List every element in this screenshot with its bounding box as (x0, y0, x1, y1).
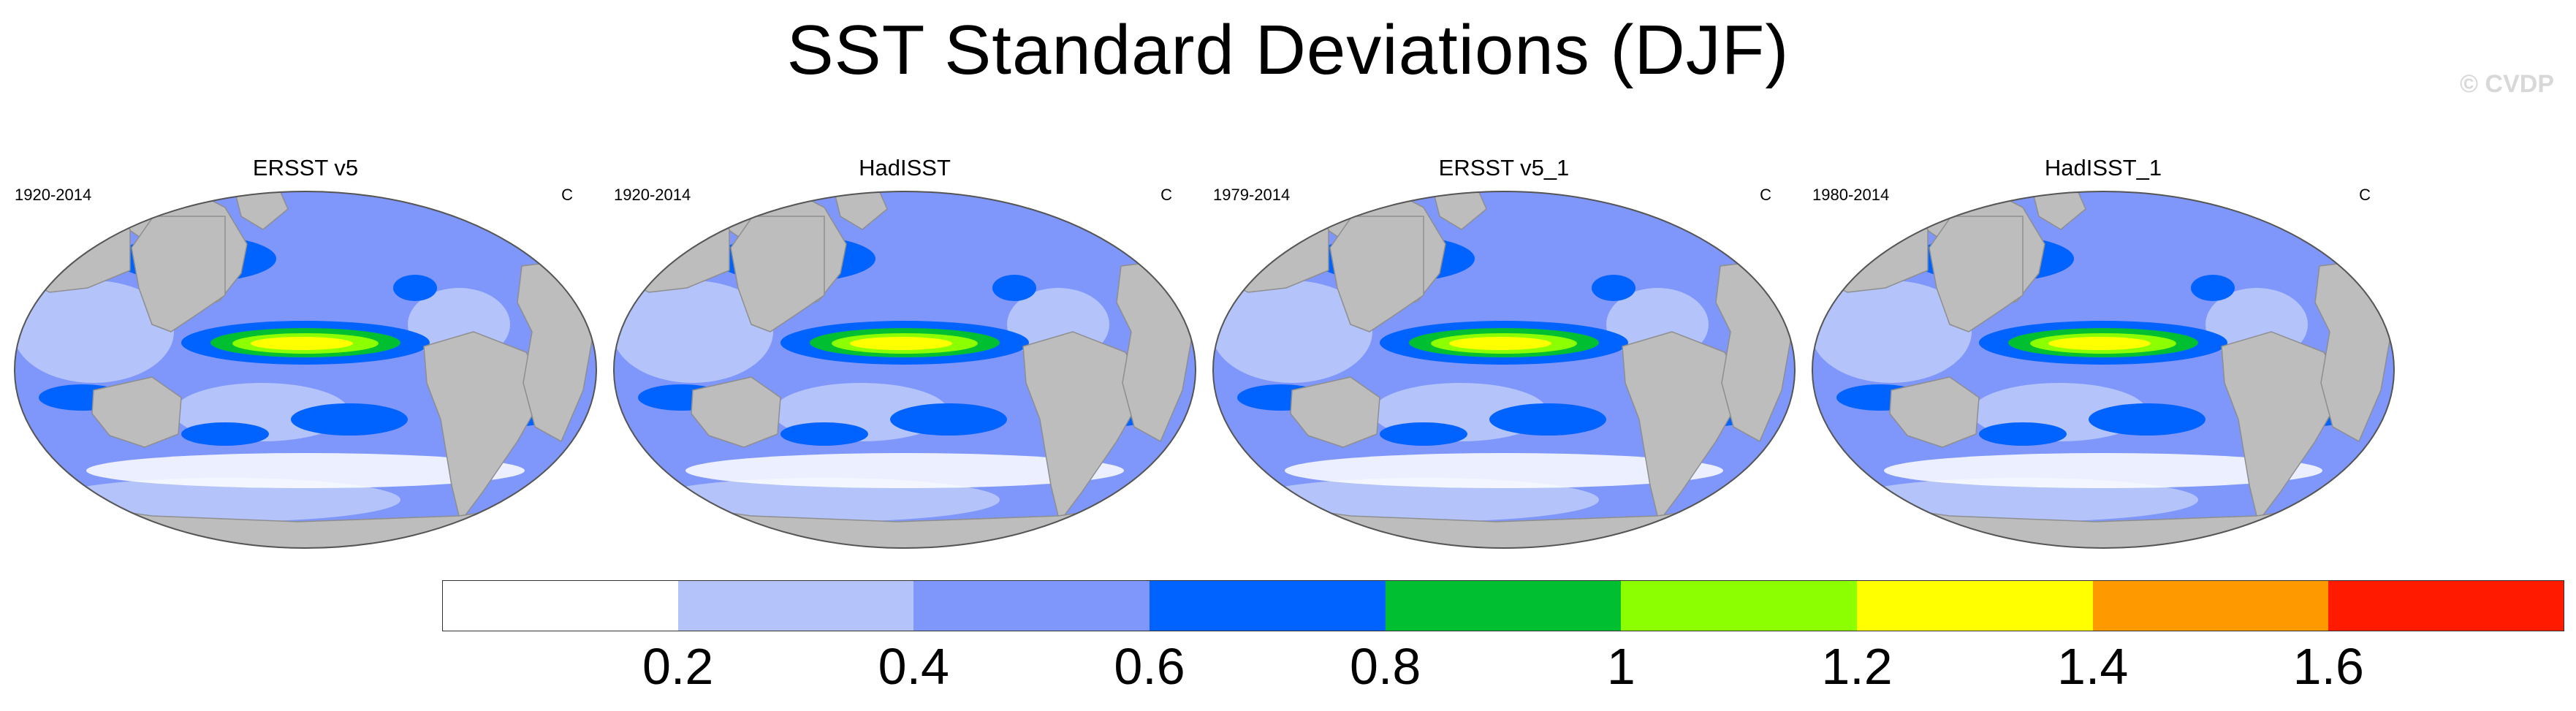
panel-years: 1980-2014 (1812, 186, 1890, 204)
panel-years: 1920-2014 (15, 186, 92, 204)
sst-contour (890, 403, 1007, 436)
panel-unit: C (1160, 186, 1172, 204)
sst-contour (850, 337, 952, 350)
sst-contour (1380, 422, 1467, 446)
land-south-america (423, 331, 547, 523)
sst-contour (780, 422, 868, 446)
land-greenland (1432, 191, 1487, 230)
colorbar-segment (442, 580, 679, 631)
map-panel: HadISST_1 1980-2014 C (1804, 151, 2403, 560)
land-europe-asia-east (131, 216, 226, 332)
world-map (613, 191, 1196, 549)
panel-title: HadISST_1 (2044, 155, 2162, 180)
map-border (1812, 191, 2395, 549)
world-map (1812, 191, 2395, 549)
panel-years: 1920-2014 (614, 186, 691, 204)
world-map (1212, 191, 1796, 549)
colorbar-segment (1621, 580, 1858, 631)
sst-contour (1592, 275, 1635, 301)
sea-ice-region (1285, 453, 1723, 488)
land-europe-asia-east (730, 216, 825, 332)
sst-contour (992, 275, 1036, 301)
colorbar-label: 0.2 (642, 638, 714, 695)
land-australia (1290, 376, 1380, 448)
colorbar-label: 0.4 (878, 638, 949, 695)
panel-title: ERSST v5_1 (1438, 155, 1570, 180)
sst-contour (1449, 337, 1551, 350)
colorbar-label: 0.8 (1350, 638, 1421, 695)
sst-contour (1979, 422, 2067, 446)
panel-unit: C (1760, 186, 1771, 204)
sst-contour (2048, 337, 2151, 350)
panel-unit: C (561, 186, 573, 204)
map-border (613, 191, 1196, 549)
sea-ice-region (685, 453, 1124, 488)
sst-contour-low (50, 478, 400, 522)
colorbar-label: 1.4 (2057, 638, 2129, 695)
land-europe-asia-east (1929, 216, 2024, 332)
sst-contour-low (614, 281, 773, 383)
colorbar-segment (2328, 580, 2565, 631)
colorbar-segment (677, 580, 914, 631)
colorbar-label: 1.6 (2292, 638, 2364, 695)
land-greenland (233, 191, 289, 230)
land-europe-asia-east (1329, 216, 1424, 332)
land-australia (1889, 376, 1980, 448)
sea-ice-region (1884, 453, 2322, 488)
colorbar-segment (1385, 580, 1622, 631)
sst-contour (1489, 403, 1606, 436)
colorbar-segment (2092, 580, 2329, 631)
map-panel: ERSST v5_1 1979-2014 C (1204, 151, 1804, 560)
land-south-america (1622, 331, 1746, 523)
sst-contour (291, 403, 408, 436)
figure-title: SST Standard Deviations (DJF) (786, 11, 1790, 89)
sst-contour-low (1213, 281, 1372, 383)
colorbar-label: 1.2 (1821, 638, 1893, 695)
panel-title: HadISST (859, 155, 951, 180)
colorbar-label: 0.6 (1114, 638, 1185, 695)
sst-contour-low (15, 281, 174, 383)
sst-contour-low (1248, 478, 1599, 522)
land-greenland (2031, 191, 2086, 230)
colorbar-segment (1857, 580, 2094, 631)
map-border (1212, 191, 1796, 549)
sst-contour-low (649, 478, 1000, 522)
land-south-america (2221, 331, 2345, 523)
land-australia (691, 376, 781, 448)
sst-contour (2089, 403, 2205, 436)
panel-unit: C (2359, 186, 2371, 204)
sst-contour (181, 422, 269, 446)
map-panel: ERSST v5 1920-2014 C (6, 151, 605, 560)
panel-years: 1979-2014 (1213, 186, 1291, 204)
sst-contour (393, 275, 437, 301)
land-australia (91, 376, 182, 448)
sst-contour-low (1812, 281, 1972, 383)
colorbar-label: 1 (1606, 638, 1635, 695)
colorbar-segment (1150, 580, 1386, 631)
sst-contour (251, 337, 353, 350)
land-greenland (832, 191, 888, 230)
sea-ice-region (86, 453, 525, 488)
colorbar-segment (913, 580, 1150, 631)
sst-contour (2191, 275, 2235, 301)
copyright-watermark: © CVDP (2460, 70, 2554, 98)
world-map (14, 191, 597, 549)
land-south-america (1022, 331, 1147, 523)
panel-title: ERSST v5 (252, 155, 359, 180)
map-panel: HadISST 1920-2014 C (605, 151, 1204, 560)
map-border (14, 191, 597, 549)
sst-contour-low (1847, 478, 2198, 522)
